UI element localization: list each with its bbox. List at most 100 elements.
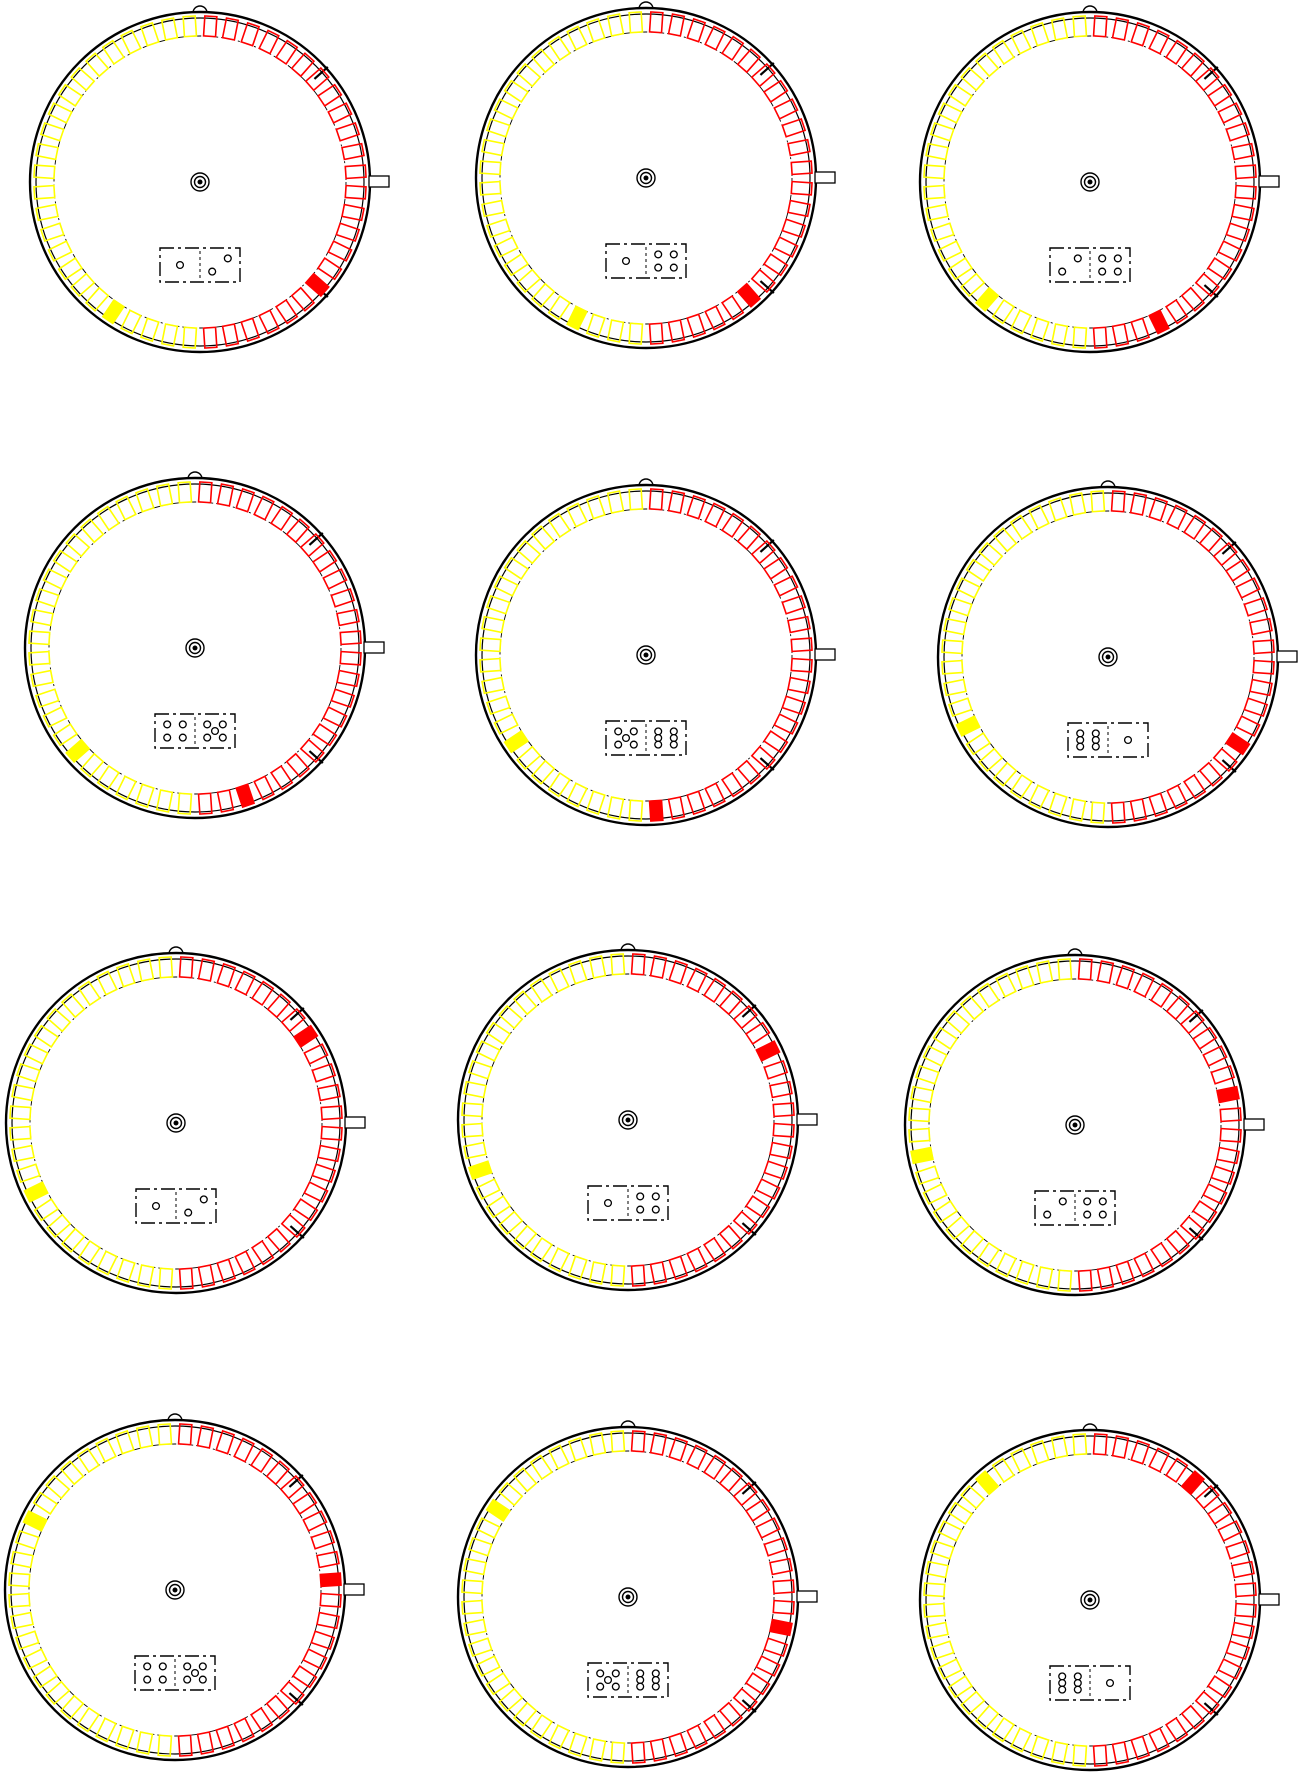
domino-pip	[1098, 1197, 1107, 1206]
yellow-segment	[566, 25, 588, 51]
red-segment	[202, 326, 218, 349]
red-segment	[736, 48, 762, 74]
red-segment	[233, 1717, 255, 1743]
yellow-segment	[588, 1261, 607, 1285]
domino-pip	[614, 740, 623, 749]
red-segment	[686, 313, 707, 339]
yellow-segment	[914, 1165, 940, 1186]
hub-center	[1105, 654, 1111, 660]
red-segment	[316, 1550, 340, 1569]
red-segment	[1210, 1064, 1236, 1085]
red-segment	[668, 1436, 689, 1462]
red-segment	[755, 1040, 781, 1062]
yellow-segment	[1010, 309, 1032, 335]
yellow-segment	[10, 1611, 34, 1630]
yellow-segment	[567, 959, 588, 985]
yellow-segment	[22, 1648, 48, 1670]
red-segment	[216, 962, 237, 988]
dial-1	[28, 5, 390, 354]
red-segment	[755, 1655, 781, 1677]
yellow-segment	[467, 1536, 493, 1557]
yellow-segment	[1072, 15, 1088, 38]
yellow-segment	[922, 1045, 948, 1067]
yellow-segment	[991, 39, 1015, 66]
red-segment	[1111, 1741, 1130, 1765]
red-segment	[667, 796, 686, 820]
domino-pip	[1058, 1678, 1067, 1688]
yellow-segment	[529, 1713, 553, 1740]
hub-middle	[639, 171, 653, 185]
yellow-segment	[498, 1210, 524, 1236]
guide-circle	[28, 1443, 322, 1737]
yellow-segment	[516, 745, 542, 771]
red-segment	[339, 630, 362, 646]
clip-bracket	[759, 62, 775, 76]
yellow-segment	[461, 1579, 484, 1595]
domino-pip	[1098, 254, 1107, 263]
yellow-segment	[1068, 798, 1087, 822]
red-segment	[773, 236, 799, 258]
hub-center	[1087, 179, 1093, 185]
inner-rim	[943, 492, 1273, 822]
red-segment	[1198, 761, 1224, 787]
red-segment	[339, 650, 362, 666]
yellow-segment	[1029, 21, 1050, 47]
yellow-segment	[60, 993, 86, 1019]
red-segment	[1133, 1252, 1155, 1278]
yellow-segment	[493, 713, 519, 735]
yellow-segment	[115, 962, 136, 988]
red-segment	[1225, 1640, 1251, 1661]
yellow-segment	[530, 48, 556, 74]
red-segment	[335, 222, 361, 243]
domino-pip	[596, 1682, 605, 1691]
red-segment	[319, 1572, 342, 1588]
yellow-segment	[65, 738, 91, 764]
yellow-segment	[995, 1252, 1017, 1278]
clip-bracket	[741, 1699, 757, 1713]
top-knob	[620, 1420, 636, 1429]
domino-pip	[603, 1675, 613, 1685]
yellow-segment	[177, 792, 193, 815]
top-knob	[167, 1413, 183, 1422]
red-segment	[704, 502, 726, 528]
red-segment	[1235, 577, 1261, 599]
yellow-segment	[120, 309, 142, 335]
domino-pip	[1091, 729, 1100, 738]
inner-rim	[35, 17, 365, 347]
yellow-segment	[1072, 326, 1088, 349]
red-segment	[253, 775, 275, 801]
red-segment	[291, 1665, 318, 1689]
red-segment	[1077, 1269, 1093, 1292]
yellow-segment	[947, 1675, 974, 1699]
yellow-segment	[937, 102, 963, 124]
red-segment	[1235, 715, 1261, 737]
red-segment	[630, 1430, 646, 1453]
red-segment	[769, 1080, 793, 1099]
guide-circle	[29, 976, 323, 1270]
yellow-segment	[960, 1690, 986, 1716]
inner-rim	[463, 955, 793, 1285]
hub-outer	[165, 1580, 185, 1600]
yellow-segment	[992, 527, 1018, 553]
red-segment	[769, 1141, 793, 1160]
yellow-segment	[182, 326, 198, 349]
clip-bracket	[1203, 284, 1219, 298]
domino-pip	[1105, 1678, 1115, 1688]
yellow-segment	[95, 1717, 117, 1743]
red-segment	[215, 1429, 236, 1455]
red-segment	[1191, 1026, 1218, 1050]
yellow-segment	[479, 180, 502, 196]
yellow-segment	[33, 184, 56, 200]
yellow-segment	[503, 79, 530, 103]
yellow-segment	[136, 958, 155, 982]
hub-middle	[1101, 650, 1115, 664]
domino-pip	[636, 1669, 645, 1678]
yellow-segment	[1029, 1735, 1050, 1761]
yellow-segment	[1090, 801, 1106, 824]
dial-12	[918, 1423, 1280, 1772]
yellow-segment	[461, 1102, 484, 1118]
red-segment	[750, 745, 776, 771]
yellow-segment	[485, 117, 511, 138]
red-segment	[772, 1599, 795, 1615]
clip-bracket	[288, 1474, 304, 1488]
